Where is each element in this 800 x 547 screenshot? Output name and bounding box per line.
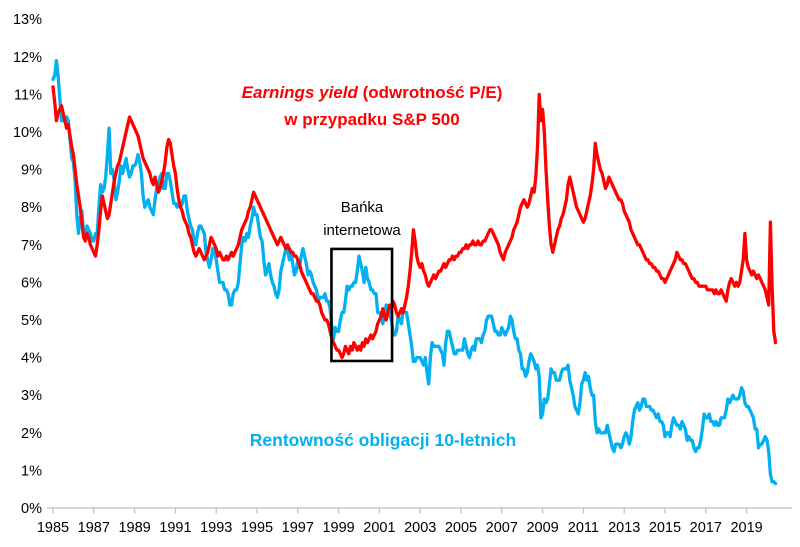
x-axis-label: 1993 <box>200 520 232 536</box>
y-axis-label: 7% <box>21 238 42 254</box>
y-axis-label: 11% <box>14 87 42 103</box>
x-axis-label: 2009 <box>526 520 558 536</box>
x-axis-label: 2015 <box>649 520 681 536</box>
y-axis-label: 0% <box>21 501 42 517</box>
y-axis-label: 2% <box>21 426 42 442</box>
x-axis-label: 2005 <box>445 520 477 536</box>
x-axis-label: 1997 <box>282 520 314 536</box>
x-axis-label: 1987 <box>78 520 110 536</box>
x-axis-label: 2003 <box>404 520 436 536</box>
x-axis-label: 2011 <box>568 520 599 536</box>
x-axis-label: 1995 <box>241 520 273 536</box>
y-axis-label: 3% <box>21 388 42 404</box>
y-axis-label: 1% <box>21 463 42 479</box>
series-label-bond-yield: Rentowność obligacji 10-letnich <box>249 430 517 450</box>
annotation-dotcom-bubble: Bańka internetowa <box>323 196 401 242</box>
x-axis-label: 2019 <box>730 520 762 536</box>
y-axis-label: 10% <box>13 125 42 141</box>
y-axis-label: 4% <box>21 351 42 367</box>
annotation-line2: internetowa <box>323 222 401 239</box>
x-axis-label: 2013 <box>608 520 640 536</box>
red-title-rest-text: (odwrotność P/E) <box>357 83 503 102</box>
red-title-line2: w przypadku S&P 500 <box>284 110 460 129</box>
y-axis-label: 8% <box>21 200 42 216</box>
series-label-earnings-yield: Earnings yield (odwrotność P/E) w przypa… <box>242 79 503 133</box>
y-axis-label: 6% <box>21 275 42 291</box>
y-axis-label: 12% <box>13 50 42 66</box>
x-axis-label: 1999 <box>322 520 354 536</box>
x-axis-label: 2017 <box>690 520 722 536</box>
y-axis-label: 5% <box>21 313 42 329</box>
annotation-line1: Bańka <box>340 199 384 216</box>
bond-yield-line <box>51 58 778 486</box>
annotation-box <box>330 247 394 363</box>
red-title-italic-text: Earnings yield <box>241 83 358 102</box>
x-axis-label: 1989 <box>118 520 150 536</box>
x-axis-label: 2001 <box>363 520 395 536</box>
red-title-line1: Earnings yield (odwrotność P/E) <box>242 79 503 106</box>
x-axis-label: 1991 <box>159 520 191 536</box>
x-axis-label: 1985 <box>37 520 69 536</box>
y-axis-label: 13% <box>13 12 42 28</box>
x-axis-label: 2007 <box>486 520 518 536</box>
y-axis-label: 9% <box>21 163 42 179</box>
earnings-yield-line <box>51 85 778 360</box>
